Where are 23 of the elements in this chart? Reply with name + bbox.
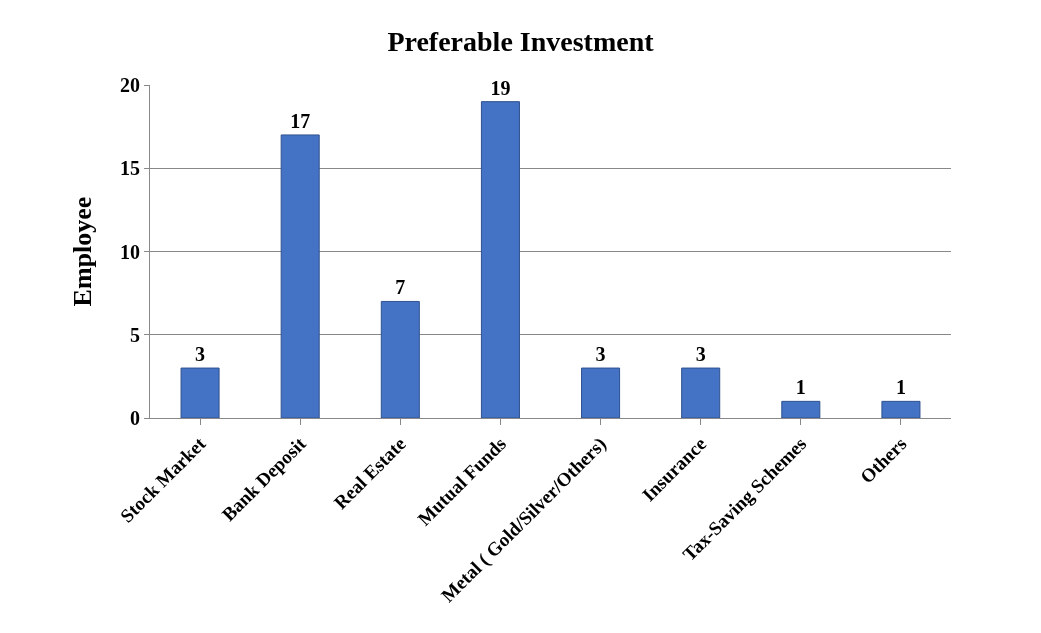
bar xyxy=(180,367,220,418)
bar xyxy=(881,400,921,418)
data-label: 19 xyxy=(490,76,511,99)
data-label: 17 xyxy=(290,109,311,132)
y-tick-label: 5 xyxy=(130,323,140,346)
data-label: 7 xyxy=(395,276,406,299)
bar xyxy=(581,367,621,418)
data-label: 3 xyxy=(195,343,206,366)
data-label: 1 xyxy=(895,376,906,399)
bar xyxy=(380,300,420,418)
data-label: 3 xyxy=(695,343,706,366)
y-tick-label: 10 xyxy=(120,240,140,263)
data-label: 3 xyxy=(595,343,606,366)
y-tick-label: 15 xyxy=(120,157,140,180)
bar xyxy=(781,400,821,418)
bar xyxy=(480,101,520,418)
y-axis-title: Employee xyxy=(68,196,98,307)
y-tick-label: 20 xyxy=(120,74,140,96)
bar xyxy=(681,367,721,418)
bar xyxy=(280,134,320,418)
y-tick-label: 0 xyxy=(130,407,140,429)
data-label: 1 xyxy=(795,376,806,399)
chart-title: Preferable Investment xyxy=(387,26,655,58)
